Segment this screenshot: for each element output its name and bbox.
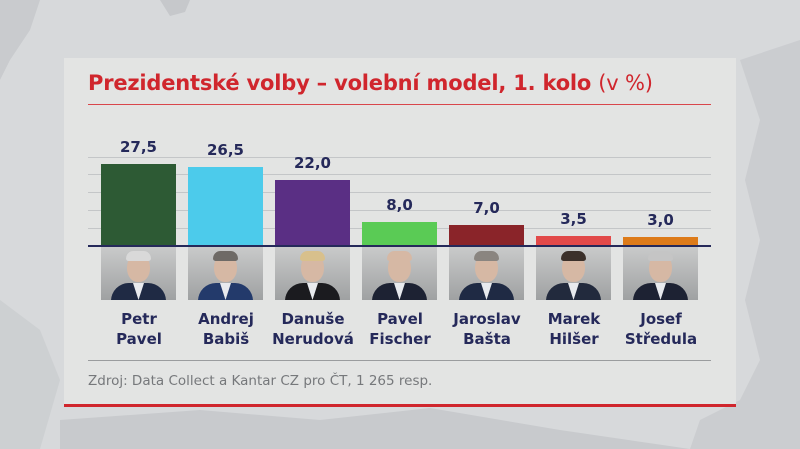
bar-2 [275, 180, 350, 246]
bottom-accent-rule [64, 404, 736, 407]
bar-4 [449, 225, 524, 246]
bar-3 [362, 222, 437, 246]
first-name: Pavel [377, 310, 423, 328]
bar-value-label: 22,0 [293, 154, 331, 172]
shirt-shape [133, 283, 144, 300]
title-underline [88, 104, 711, 105]
first-name: Josef [640, 310, 682, 328]
candidate-photo [188, 247, 263, 300]
candidate-photo [101, 247, 176, 300]
hair-shape [213, 251, 238, 261]
shirt-shape [220, 283, 231, 300]
bar-value-label: 8,0 [386, 196, 413, 214]
first-name: Andrej [198, 310, 254, 328]
hair-shape [474, 251, 499, 261]
candidate-photo [362, 247, 437, 300]
bar-0 [101, 164, 176, 246]
shirt-shape [481, 283, 492, 300]
first-name: Jaroslav [453, 310, 521, 328]
bar-1 [188, 167, 263, 246]
chart-title-main: Prezidentské volby – volební model, 1. k… [88, 71, 592, 95]
candidate-name: Andrej Babiš [176, 309, 276, 349]
shirt-shape [307, 283, 318, 300]
last-name: Babiš [202, 330, 250, 348]
gridline [88, 157, 711, 158]
candidate-name: Petr Pavel [89, 309, 189, 349]
last-name: Fischer [369, 330, 431, 348]
shirt-shape [655, 283, 666, 300]
candidate-photo [536, 247, 611, 300]
chart-title-unit: (v %) [598, 71, 653, 95]
bar-value-label: 7,0 [473, 199, 500, 217]
hair-shape [300, 251, 325, 261]
candidate-photo [623, 247, 698, 300]
last-name: Středula [624, 330, 698, 348]
candidate-photo [449, 247, 524, 300]
last-name: Bašta [463, 330, 511, 348]
hair-shape [387, 251, 412, 261]
bar-value-label: 26,5 [206, 141, 244, 159]
first-name: Marek [547, 310, 601, 328]
last-name: Nerudová [272, 330, 354, 348]
last-name: Hilšer [549, 330, 599, 348]
bar-value-label: 27,5 [119, 138, 157, 156]
first-name: Petr [121, 310, 157, 328]
gridline [88, 210, 711, 211]
candidate-name: Danuše Nerudová [263, 309, 363, 349]
gridline [88, 174, 711, 175]
shirt-shape [394, 283, 405, 300]
first-name: Danuše [281, 310, 345, 328]
bar-value-label: 3,5 [560, 210, 587, 228]
bar-value-label: 3,0 [647, 211, 674, 229]
source-note: Zdroj: Data Collect a Kantar CZ pro ČT, … [88, 373, 433, 389]
candidate-name: Marek Hilšer [524, 309, 624, 349]
candidate-name: Pavel Fischer [350, 309, 450, 349]
candidate-name: Josef Středula [611, 309, 711, 349]
footer-separator [88, 360, 711, 361]
candidate-name: Jaroslav Bašta [437, 309, 537, 349]
bar-5 [536, 236, 611, 246]
hair-shape [561, 251, 586, 261]
chart-title: Prezidentské volby – volební model, 1. k… [88, 71, 653, 95]
gridline [88, 192, 711, 193]
candidate-photo [275, 247, 350, 300]
hair-shape [126, 251, 151, 261]
shirt-shape [568, 283, 579, 300]
last-name: Pavel [116, 330, 162, 348]
x-axis-baseline [88, 245, 711, 247]
bar-6 [623, 237, 698, 246]
hair-shape [648, 251, 673, 261]
